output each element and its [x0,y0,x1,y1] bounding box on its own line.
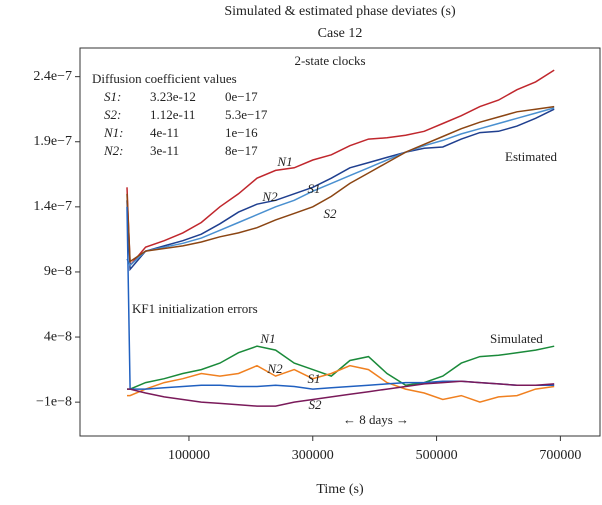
series-line [126,108,555,272]
x-tick-label: 700000 [539,448,581,463]
coefficient-cell: S1: [104,89,121,104]
annotation: S1 [308,181,321,196]
series-line [126,107,555,267]
annotation: N2 [266,361,283,376]
y-tick-label: 9e−8 [44,264,72,279]
annotation: KF1 initialization errors [132,301,258,316]
coefficient-cell: S2: [104,107,121,122]
series-line [127,364,555,403]
coefficient-cell: 5.3e−17 [225,107,268,122]
annotation: Simulated [490,331,543,346]
annotation: S2 [324,206,338,221]
annotation: S1 [308,371,321,386]
series-line [127,380,555,407]
x-axis-label: Time (s) [316,482,364,497]
x-tick-label: 300000 [292,448,334,463]
coefficient-cell: 3.23e-12 [150,89,196,104]
plot-frame [79,47,601,437]
coefficient-cell: 8e−17 [225,143,258,158]
coefficient-cell: 3e-11 [150,143,179,158]
y-tick-label: −1e−8 [36,394,72,409]
y-tick-label: 2.4e−7 [33,69,72,84]
coefficient-cell: 1e−16 [225,125,258,140]
coefficient-cell: N1: [103,125,124,140]
y-tick-label: 4e−8 [44,329,72,344]
annotation: N2 [261,189,278,204]
coefficient-cell: N2: [103,143,124,158]
series-line [127,345,555,390]
y-tick-label: 1.9e−7 [33,134,72,149]
annotation: Estimated [505,149,557,164]
chart-subtitle: Case 12 [318,26,363,41]
chart-title: Simulated & estimated phase deviates (s) [224,4,456,19]
annotation: S2 [309,397,323,412]
x-tick-label: 100000 [168,448,210,463]
annotation: ← 8 days → [343,412,409,427]
coefficient-cell: 4e-11 [150,125,179,140]
annotation: N1 [276,154,292,169]
series-line [126,206,555,390]
coefficient-cell: 0e−17 [225,89,258,104]
series-line [126,105,555,263]
y-tick-label: 1.4e−7 [33,199,72,214]
x-tick-label: 500000 [416,448,458,463]
annotation: 2-state clocks [294,53,365,68]
coefficient-cell: 1.12e-11 [150,107,195,122]
coefficients-title: Diffusion coefficient values [92,71,237,86]
series-line [126,69,555,268]
annotation: N1 [259,331,275,346]
